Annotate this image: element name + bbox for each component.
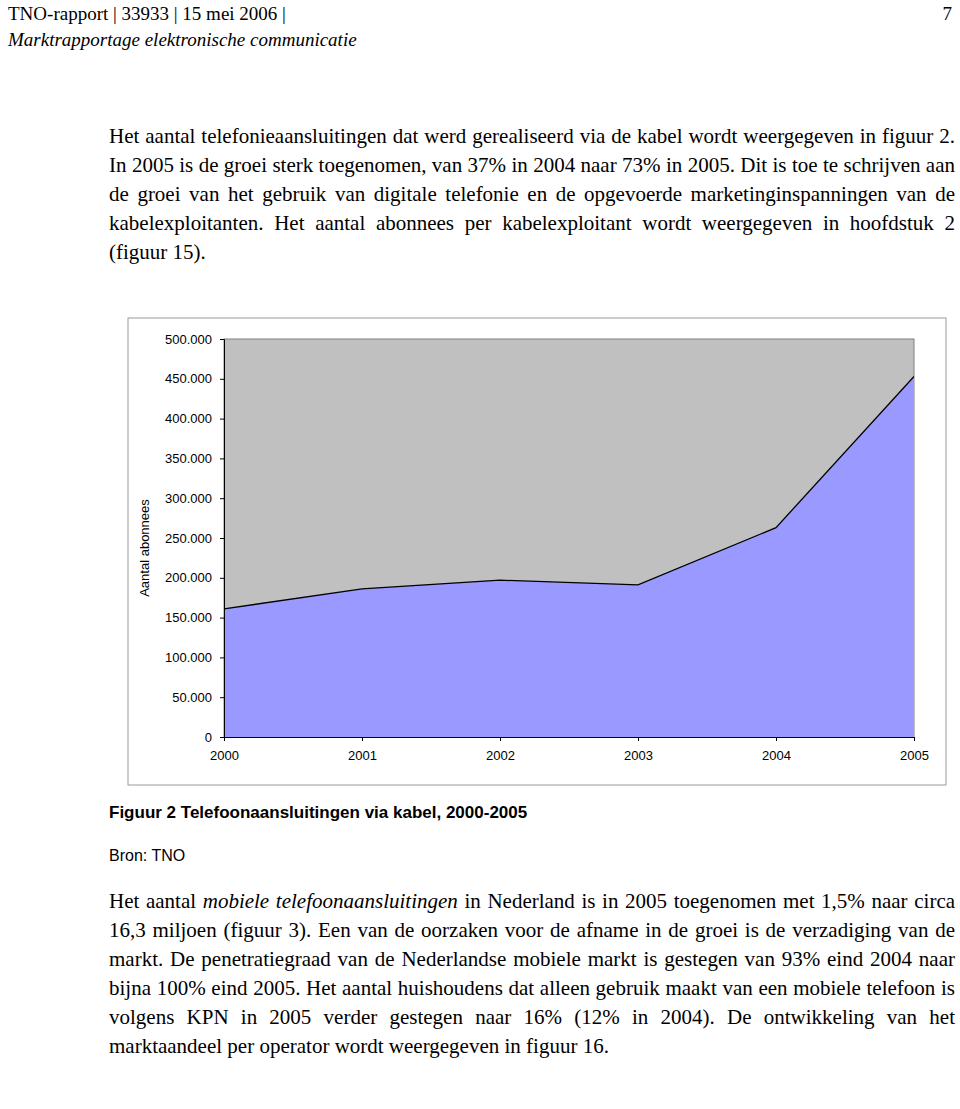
chart-frame: [128, 318, 946, 785]
page-number: 7: [943, 3, 953, 25]
chart: 0 50.000 100.000 150.000 200.000 250.000 300.0…: [0, 0, 960, 1109]
tick-label: 0: [205, 730, 212, 745]
tick-label: 300.000: [165, 491, 212, 506]
tick-mark: [220, 458, 224, 459]
emphasis: mobiele telefoonaansluitingen: [203, 889, 458, 913]
tick-label: 450.000: [165, 371, 212, 386]
tick: 2001: [348, 737, 377, 763]
y-axis: 0 50.000 100.000 150.000 200.000 250.000 300.0…: [165, 332, 225, 745]
tick-label: 500.000: [165, 332, 212, 347]
tick-label: 2001: [348, 748, 377, 763]
tick-label: 2004: [762, 748, 791, 763]
text-run: Het aantal telefonieaansluitingen dat we…: [109, 124, 955, 264]
paragraph: Het aantal mobiele telefoonaansluitingen…: [109, 887, 955, 1061]
tick-label: 100.000: [165, 650, 212, 665]
plot: [224, 376, 914, 737]
paragraph: Het aantal telefonieaansluitingen dat we…: [109, 122, 955, 267]
tick-mark: [220, 618, 224, 619]
tick-label: 50.000: [172, 690, 212, 705]
tick: 2002: [486, 737, 515, 763]
tick: 0: [205, 730, 224, 745]
tick-mark: [220, 498, 224, 499]
tick-mark: [500, 737, 501, 741]
tick-label: 2000: [210, 748, 239, 763]
tick: 250.000: [165, 531, 224, 546]
tick: 2000: [210, 737, 239, 763]
chart-source: Bron: TNO: [109, 847, 185, 865]
tick-label: 2002: [486, 748, 515, 763]
tick-label: 150.000: [165, 610, 212, 625]
axis-line: [220, 340, 225, 738]
tick-label: 250.000: [165, 531, 212, 546]
tick: 150.000: [165, 610, 224, 625]
tick-mark: [220, 538, 224, 539]
tick: 100.000: [165, 650, 224, 665]
tick: 200.000: [165, 570, 224, 585]
tick: 2004: [762, 737, 791, 763]
header-subtitle: Marktrapportage elektronische communicat…: [8, 29, 357, 51]
tick-mark: [220, 697, 224, 698]
chart-title: Figuur 2 Telefoonaansluitingen via kabel…: [109, 803, 527, 823]
tick-label: 200.000: [165, 570, 212, 585]
tick: 400.000: [165, 411, 224, 426]
tick: 2005: [900, 737, 929, 763]
header-left: TNO-rapport | 33933 | 15 mei 2006 |: [8, 3, 286, 25]
tick-mark: [220, 419, 224, 420]
tick-mark: [220, 339, 224, 340]
area: [224, 376, 914, 737]
plot-area: [224, 339, 914, 737]
y-axis-title: Aantal abonnees: [137, 499, 152, 597]
tick-mark: [220, 578, 224, 579]
tick-mark: [362, 737, 363, 741]
tick-label: 350.000: [165, 451, 212, 466]
tick-label: 2005: [900, 748, 929, 763]
tick: 300.000: [165, 491, 224, 506]
tick-mark: [224, 737, 225, 741]
tick: 450.000: [165, 371, 224, 386]
tick-mark: [220, 379, 224, 380]
text-run: in Nederland is in 2005 toegenomen met 1…: [109, 889, 955, 1058]
tick-mark: [776, 737, 777, 741]
tick-mark: [638, 737, 639, 741]
text-run: Het aantal: [109, 889, 203, 913]
tick-label: 400.000: [165, 411, 212, 426]
tick-mark: [220, 737, 224, 738]
x-axis: 2000 2001 2002 2003 2004 2005: [210, 737, 929, 763]
tick-mark: [914, 737, 915, 741]
area-line: [224, 376, 914, 608]
tick-mark: [220, 657, 224, 658]
tick: 50.000: [172, 690, 224, 705]
tick: 350.000: [165, 451, 224, 466]
tick: 2003: [624, 737, 653, 763]
tick-label: 2003: [624, 748, 653, 763]
tick: 500.000: [165, 332, 224, 347]
axis-line: [225, 738, 915, 742]
